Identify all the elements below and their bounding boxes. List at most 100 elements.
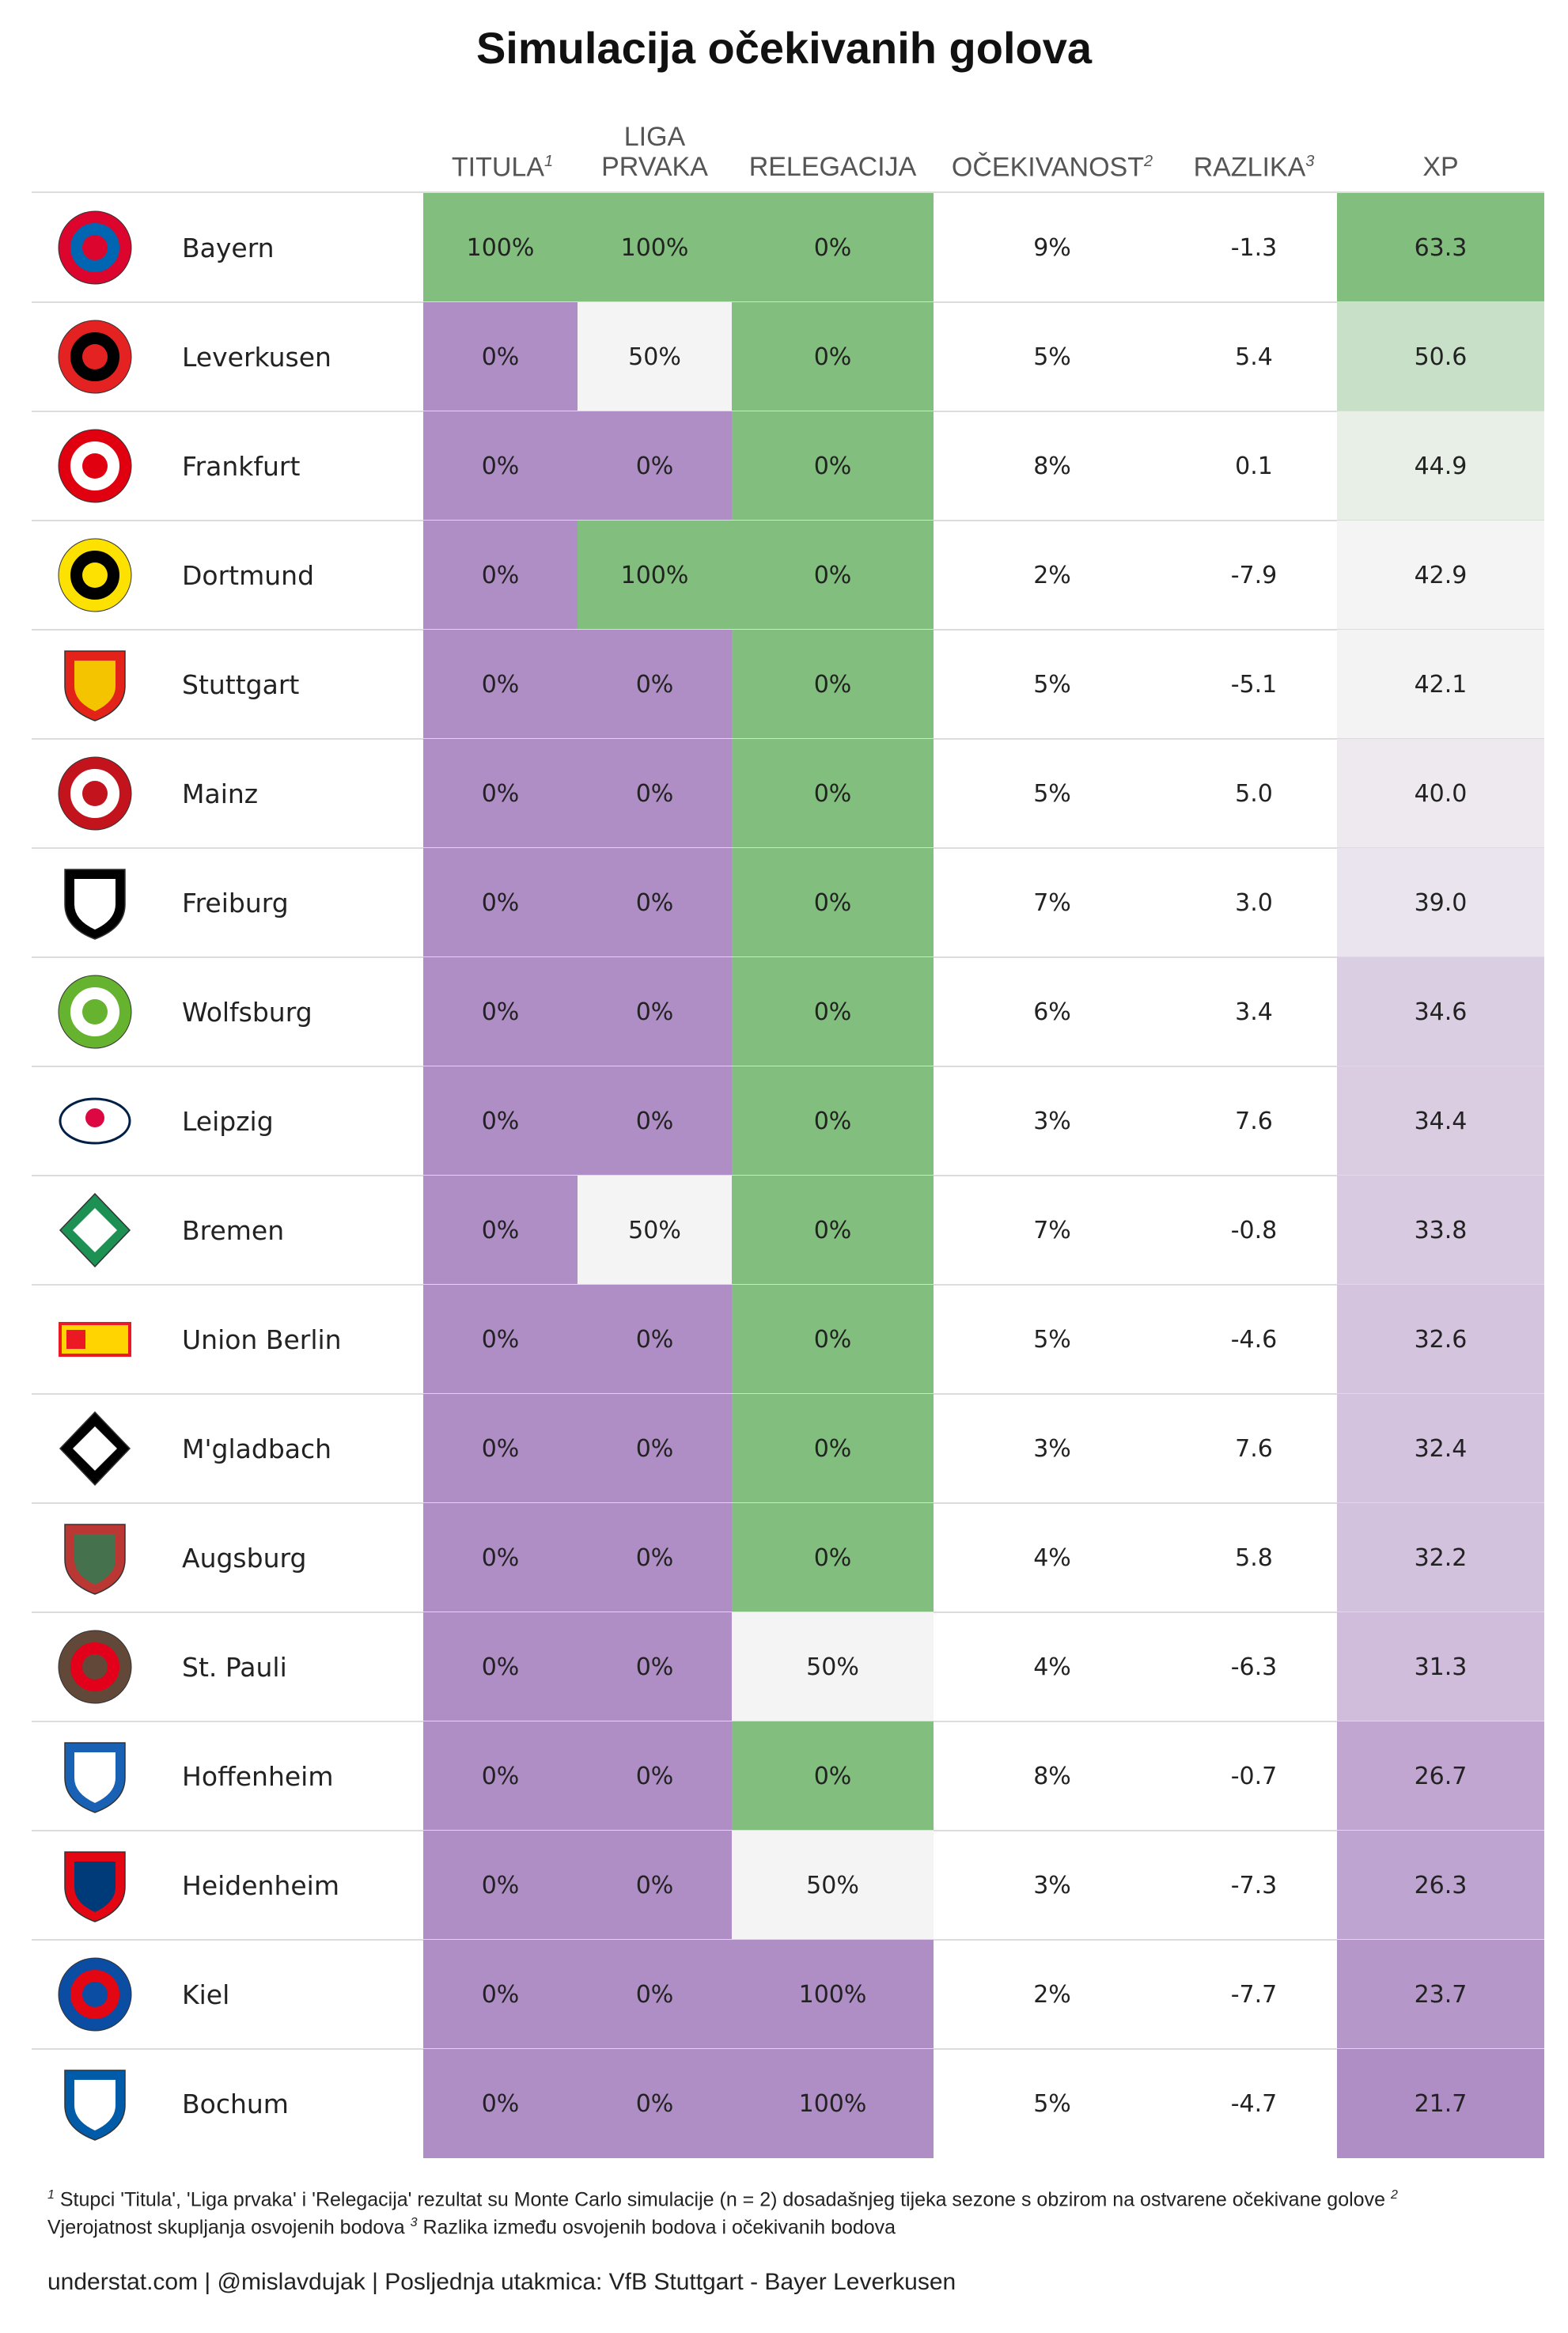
cell-titula: 0% (423, 521, 578, 630)
cell-titula: 0% (423, 1285, 578, 1394)
cell-liga: 0% (578, 630, 732, 739)
cell-xp: 40.0 (1337, 739, 1544, 848)
cell-relegacija: 0% (732, 739, 934, 848)
cell-razlika: -4.7 (1230, 2089, 1278, 2118)
cell-xp: 26.7 (1337, 1721, 1544, 1831)
cell-xp: 26.3 (1337, 1831, 1544, 1940)
cell-ocekivanost: 7% (1033, 888, 1071, 917)
hoffenheim-logo (64, 1742, 126, 1813)
cell-liga: 100% (578, 193, 732, 302)
cell-titula: 0% (423, 1721, 578, 1831)
dortmund-logo (58, 538, 132, 612)
leverkusen-logo (58, 320, 132, 394)
cell-titula: 0% (423, 957, 578, 1066)
cell-ocekivanost: 8% (1033, 452, 1071, 480)
team-name: Bayern (182, 232, 275, 263)
cell-xp: 63.3 (1337, 193, 1544, 302)
cell-relegacija: 0% (732, 630, 934, 739)
stuttgart-logo (64, 650, 126, 721)
cell-ocekivanost: 3% (1033, 1107, 1071, 1135)
leipzig-logo (59, 1097, 131, 1145)
cell-relegacija: 0% (732, 1285, 934, 1394)
cell-ocekivanost: 4% (1033, 1653, 1071, 1681)
footnote: 1 Stupci 'Titula', 'Liga prvaka' i 'Rele… (47, 2188, 1398, 2239)
cell-relegacija: 0% (732, 957, 934, 1066)
cell-titula: 0% (423, 1940, 578, 2049)
cell-ocekivanost: 5% (1033, 2089, 1071, 2118)
cell-ocekivanost: 9% (1033, 233, 1071, 262)
cell-razlika: -0.8 (1230, 1216, 1278, 1244)
header-ocekivanost: OČEKIVANOST2 (951, 152, 1153, 182)
cell-xp: 34.4 (1337, 1066, 1544, 1176)
cell-liga: 0% (578, 1285, 732, 1394)
union-berlin-logo (59, 1322, 131, 1357)
cell-razlika: -6.3 (1230, 1653, 1278, 1681)
cell-relegacija: 0% (732, 521, 934, 630)
team-name: Frankfurt (182, 450, 301, 482)
cell-razlika: 5.8 (1235, 1543, 1273, 1572)
cell-titula: 0% (423, 411, 578, 521)
cell-liga: 0% (578, 2049, 732, 2158)
cell-relegacija: 0% (732, 302, 934, 411)
cell-liga: 50% (578, 302, 732, 411)
cell-razlika: 5.4 (1235, 343, 1273, 371)
gladbach-logo (59, 1411, 131, 1487)
cell-ocekivanost: 5% (1033, 779, 1071, 808)
cell-liga: 0% (578, 739, 732, 848)
kiel-logo (58, 1957, 132, 2032)
team-name: Leipzig (182, 1105, 274, 1137)
cell-ocekivanost: 4% (1033, 1543, 1071, 1572)
cell-xp: 42.1 (1337, 630, 1544, 739)
cell-titula: 0% (423, 302, 578, 411)
cell-liga: 0% (578, 1831, 732, 1940)
cell-titula: 0% (423, 1612, 578, 1721)
cell-liga: 100% (578, 521, 732, 630)
cell-ocekivanost: 5% (1033, 1325, 1071, 1354)
team-name: M'gladbach (182, 1433, 332, 1464)
cell-xp: 39.0 (1337, 848, 1544, 957)
cell-razlika: -7.9 (1230, 561, 1278, 589)
team-name: Freiburg (182, 887, 289, 918)
team-name: Augsburg (182, 1542, 307, 1574)
table-row: Mainz 0% 0% 0% 5% 5.0 40.0 (32, 739, 1544, 848)
cell-razlika: -4.6 (1230, 1325, 1278, 1354)
cell-razlika: -5.1 (1230, 670, 1278, 699)
cell-razlika: -7.3 (1230, 1871, 1278, 1899)
team-name: Leverkusen (182, 341, 331, 373)
cell-titula: 0% (423, 1831, 578, 1940)
cell-ocekivanost: 2% (1033, 561, 1071, 589)
cell-ocekivanost: 2% (1033, 1980, 1071, 2009)
cell-liga: 0% (578, 1066, 732, 1176)
cell-xp: 32.6 (1337, 1285, 1544, 1394)
cell-razlika: 7.6 (1235, 1434, 1273, 1463)
table-row: Freiburg 0% 0% 0% 7% 3.0 39.0 (32, 848, 1544, 957)
cell-razlika: 5.0 (1235, 779, 1273, 808)
cell-liga: 50% (578, 1176, 732, 1285)
header-liga-prvaka: LIGA PRVAKA (601, 122, 708, 182)
cell-relegacija: 0% (732, 1176, 934, 1285)
cell-titula: 0% (423, 1394, 578, 1503)
cell-liga: 0% (578, 1394, 732, 1503)
cell-liga: 0% (578, 1940, 732, 2049)
cell-relegacija: 0% (732, 193, 934, 302)
cell-titula: 0% (423, 1176, 578, 1285)
table-row: Bayern 100% 100% 0% 9% -1.3 63.3 (32, 193, 1544, 302)
team-name: St. Pauli (182, 1651, 287, 1683)
cell-xp: 23.7 (1337, 1940, 1544, 2049)
cell-titula: 0% (423, 2049, 578, 2158)
cell-titula: 0% (423, 630, 578, 739)
cell-razlika: 7.6 (1235, 1107, 1273, 1135)
cell-xp: 34.6 (1337, 957, 1544, 1066)
cell-liga: 0% (578, 957, 732, 1066)
table-row: Hoffenheim 0% 0% 0% 8% -0.7 26.7 (32, 1721, 1544, 1831)
heidenheim-logo (64, 1851, 126, 1922)
table-row: Heidenheim 0% 0% 50% 3% -7.3 26.3 (32, 1831, 1544, 1940)
cell-razlika: 3.4 (1235, 998, 1273, 1026)
cell-relegacija: 100% (732, 1940, 934, 2049)
cell-titula: 0% (423, 739, 578, 848)
team-name: Hoffenheim (182, 1760, 334, 1792)
bochum-logo (64, 2070, 126, 2141)
cell-titula: 0% (423, 848, 578, 957)
team-name: Union Berlin (182, 1324, 342, 1355)
